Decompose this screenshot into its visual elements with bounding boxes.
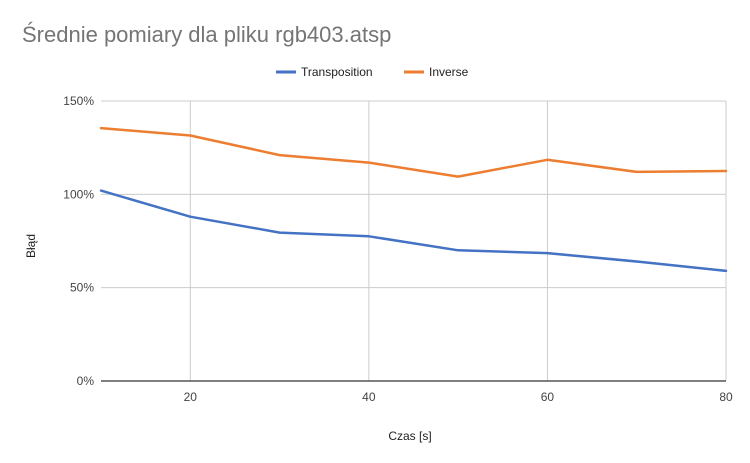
chart-title: Średnie pomiary dla pliku rgb403.atsp <box>22 22 391 47</box>
grid <box>101 100 727 382</box>
series-lines <box>99 126 728 273</box>
tick-labels: 0% 50% 100% 150% 20 40 60 80 <box>63 94 733 404</box>
y-tick-label: 0% <box>77 374 95 388</box>
y-axis-label: Błąd <box>24 234 38 258</box>
legend: Transposition Inverse <box>276 65 469 79</box>
x-tick-label: 40 <box>362 390 376 404</box>
y-tick-label: 50% <box>70 281 94 295</box>
legend-label-inverse: Inverse <box>429 65 469 79</box>
y-tick-label: 100% <box>63 187 94 201</box>
x-tick-label: 80 <box>719 390 733 404</box>
y-tick-label: 150% <box>63 94 94 108</box>
x-axis-label: Czas [s] <box>388 429 431 443</box>
series-line-inverse <box>99 126 728 178</box>
legend-label-transposition: Transposition <box>301 65 373 79</box>
series-line-transposition <box>99 189 728 273</box>
x-tick-label: 60 <box>541 390 555 404</box>
x-tick-label: 20 <box>184 390 198 404</box>
